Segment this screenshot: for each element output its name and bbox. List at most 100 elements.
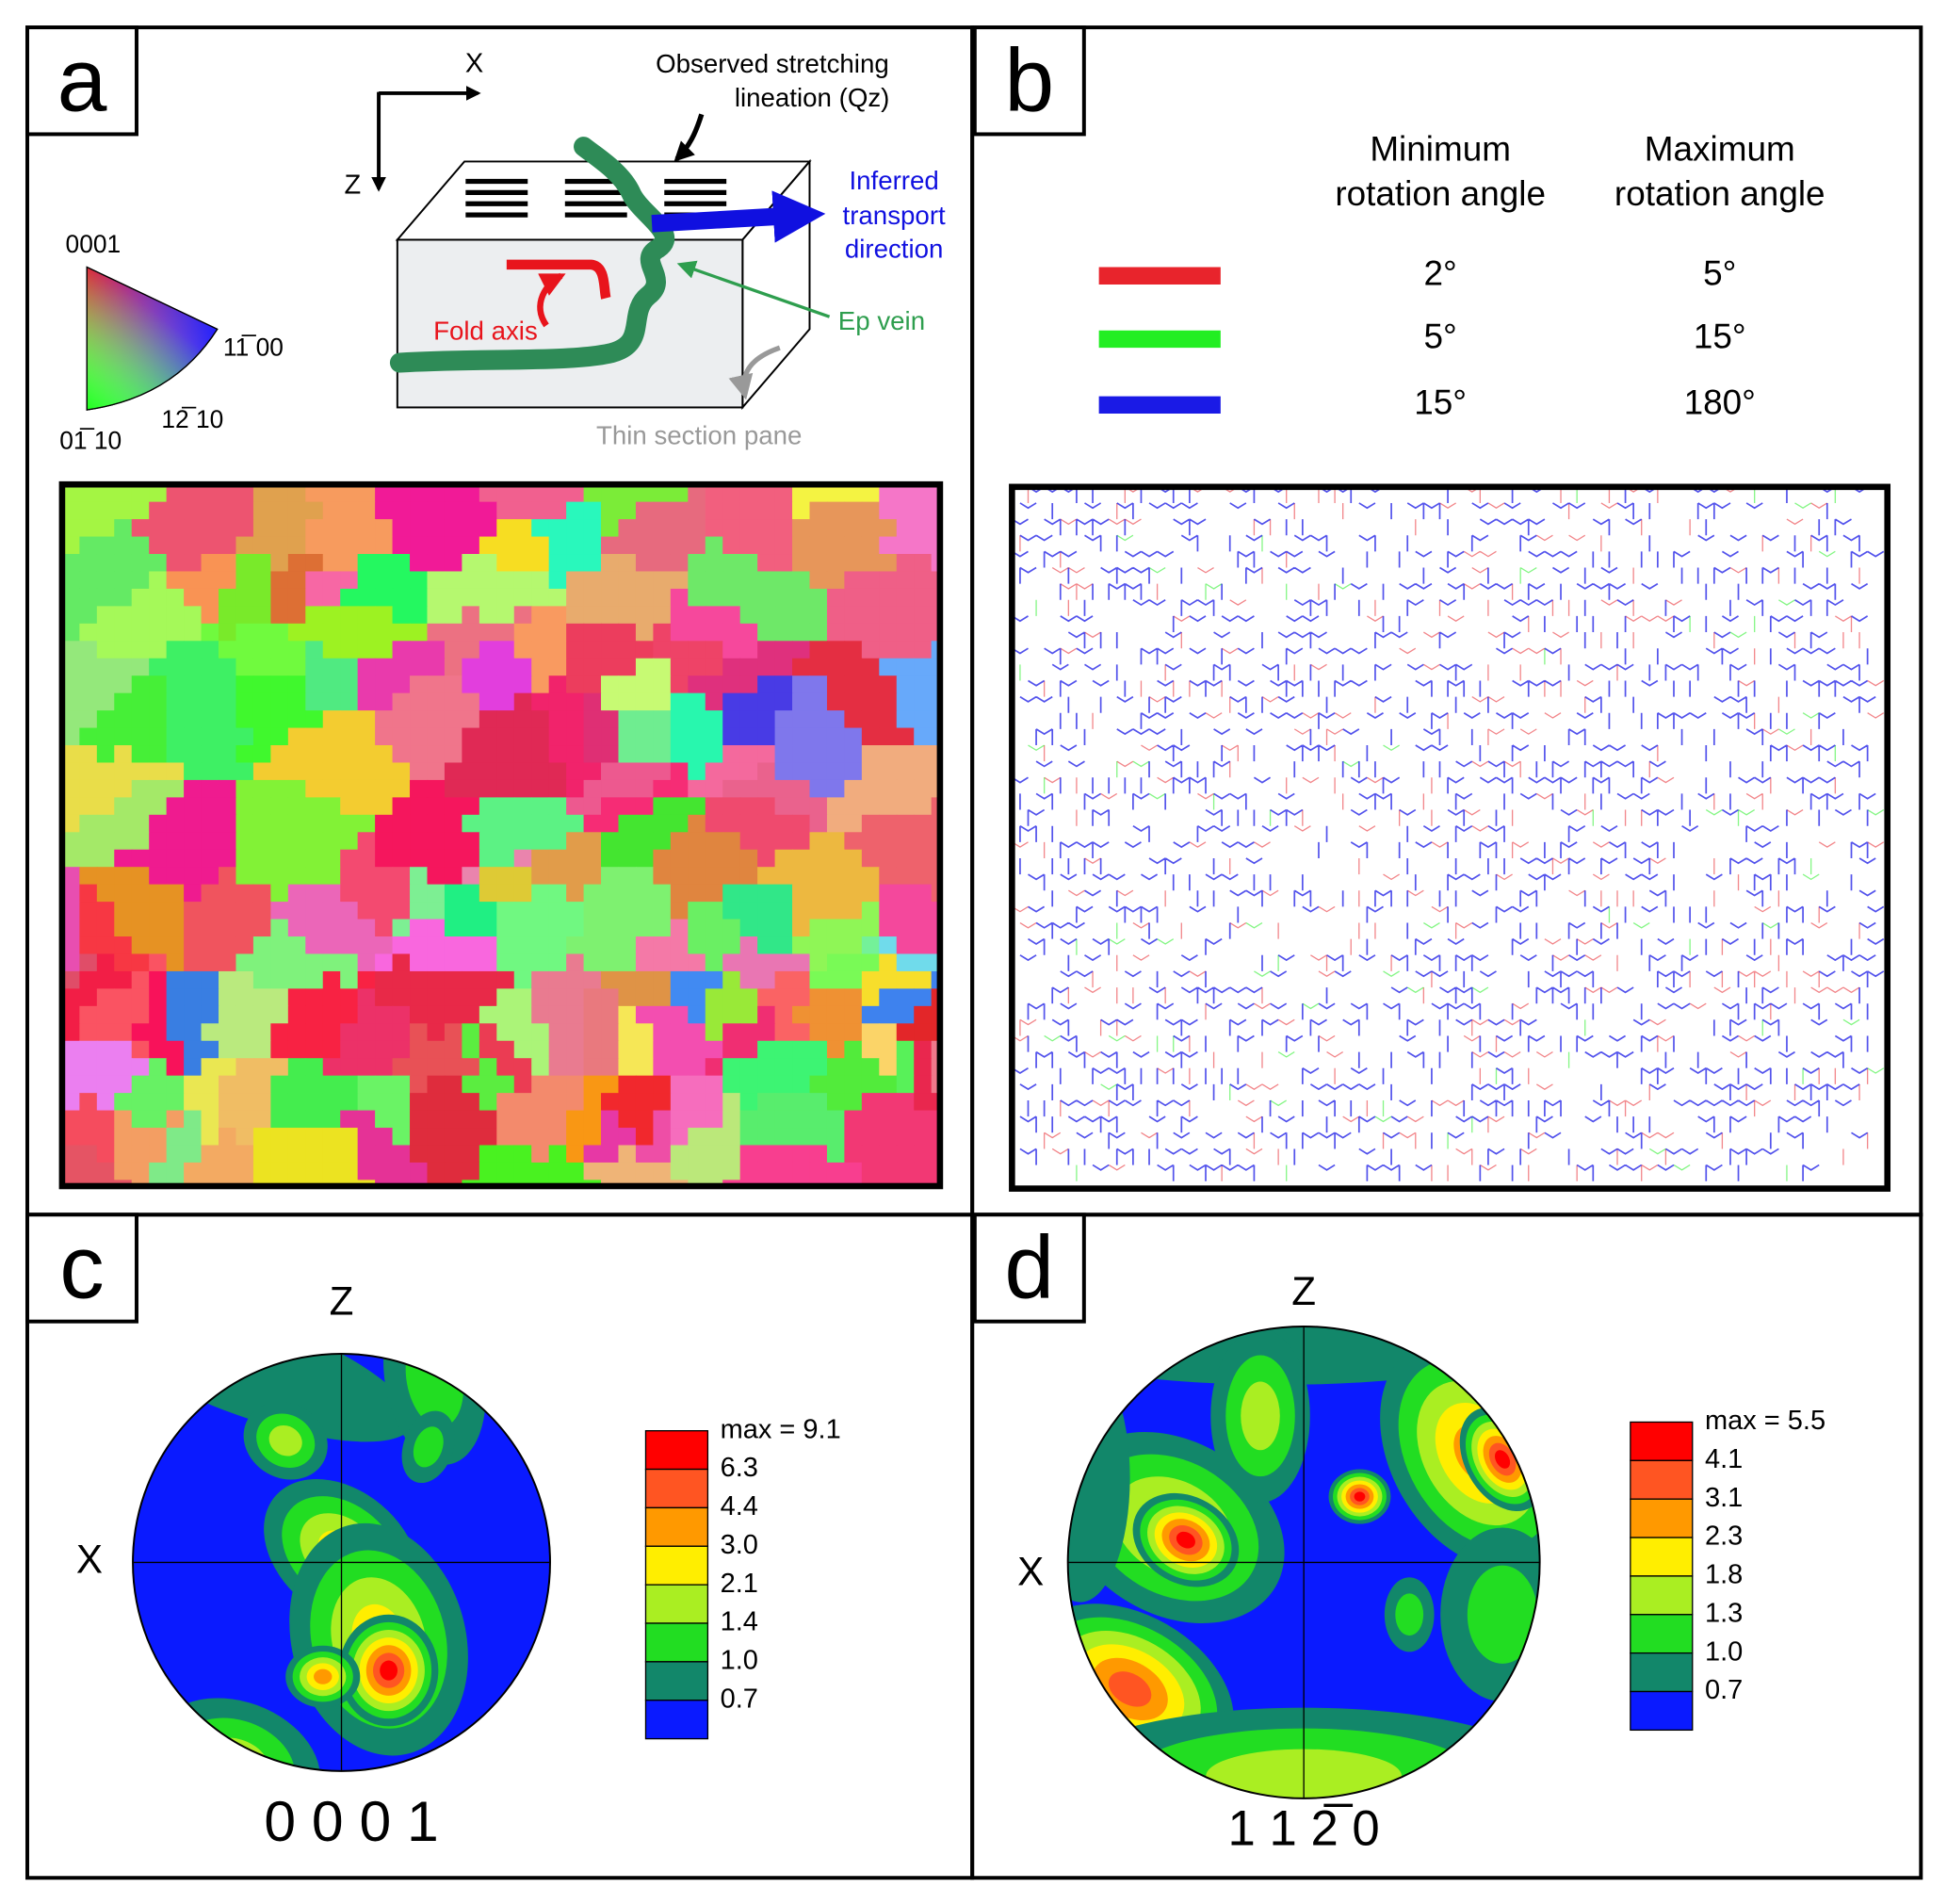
grain xyxy=(792,832,811,851)
grain xyxy=(427,484,446,503)
grain xyxy=(444,675,463,694)
grain xyxy=(688,953,706,972)
grain xyxy=(61,675,81,694)
grain xyxy=(375,936,394,955)
grain xyxy=(219,1110,237,1129)
grain xyxy=(618,832,637,851)
grain xyxy=(322,675,341,694)
grain xyxy=(410,849,429,868)
grain xyxy=(270,710,289,729)
grain xyxy=(131,970,150,990)
grain xyxy=(410,641,429,659)
grain xyxy=(688,484,706,503)
grain xyxy=(131,849,150,868)
grain xyxy=(444,554,463,573)
grain xyxy=(444,745,463,764)
grain xyxy=(375,588,394,608)
grain xyxy=(618,814,637,833)
grain xyxy=(427,606,446,625)
grain xyxy=(513,1162,532,1181)
grain xyxy=(496,571,515,590)
grain xyxy=(861,675,880,694)
grain xyxy=(548,797,567,816)
grain xyxy=(670,606,689,625)
grain xyxy=(879,641,898,659)
grain xyxy=(184,970,203,990)
grain xyxy=(219,779,237,799)
grain xyxy=(809,727,828,746)
grain xyxy=(131,779,150,799)
grain xyxy=(322,1110,341,1129)
grain xyxy=(235,814,254,833)
legend-header: Minimum xyxy=(1370,130,1511,169)
grain xyxy=(149,919,168,937)
grain xyxy=(792,797,811,816)
grain xyxy=(879,710,898,729)
grain xyxy=(566,1040,585,1059)
grain xyxy=(392,658,411,676)
grain xyxy=(635,762,655,781)
grain xyxy=(79,779,98,799)
grain xyxy=(444,1128,463,1147)
grain xyxy=(340,606,359,625)
grain xyxy=(375,953,394,972)
grain xyxy=(287,970,306,990)
grain xyxy=(688,710,706,729)
grain xyxy=(392,1005,411,1024)
grain xyxy=(462,1075,480,1094)
grain xyxy=(653,832,672,851)
grain xyxy=(305,832,324,851)
grain xyxy=(340,710,359,729)
grain xyxy=(513,867,532,886)
grain xyxy=(653,571,672,590)
grain xyxy=(861,1023,880,1042)
grain xyxy=(96,571,115,590)
grain xyxy=(722,675,741,694)
grain xyxy=(861,902,880,920)
grain xyxy=(287,1145,306,1164)
grain xyxy=(201,501,219,520)
grain xyxy=(914,1162,933,1181)
grain xyxy=(739,832,758,851)
grain xyxy=(496,1145,515,1164)
grain xyxy=(410,953,429,972)
grain xyxy=(462,953,480,972)
grain xyxy=(79,658,98,676)
grain xyxy=(357,501,376,520)
grain xyxy=(270,988,289,1007)
grain xyxy=(688,727,706,746)
grain xyxy=(879,1075,898,1094)
grain xyxy=(287,641,306,659)
grain xyxy=(201,1145,219,1164)
grain xyxy=(219,902,237,920)
grain xyxy=(757,849,776,868)
grain xyxy=(879,1128,898,1147)
grain xyxy=(670,953,689,972)
grain xyxy=(896,501,915,520)
grain xyxy=(670,970,689,990)
grain xyxy=(583,606,602,625)
grain xyxy=(322,797,341,816)
grain xyxy=(96,641,115,659)
grain xyxy=(566,554,585,573)
grain xyxy=(287,710,306,729)
grain xyxy=(131,727,150,746)
grain xyxy=(739,554,758,573)
grain xyxy=(688,832,706,851)
grain xyxy=(201,970,219,990)
grain xyxy=(566,832,585,851)
grain xyxy=(496,692,515,711)
grain xyxy=(235,779,254,799)
grain xyxy=(896,867,915,886)
grain xyxy=(479,814,497,833)
grain xyxy=(774,1075,793,1094)
grain xyxy=(844,1128,863,1147)
grain xyxy=(618,1005,637,1024)
grain xyxy=(444,1023,463,1042)
grain xyxy=(166,606,185,625)
grain xyxy=(149,1005,168,1024)
scale-label: 2.3 xyxy=(1705,1522,1743,1552)
grain xyxy=(688,658,706,676)
grain xyxy=(548,1075,567,1094)
grain xyxy=(114,623,133,642)
